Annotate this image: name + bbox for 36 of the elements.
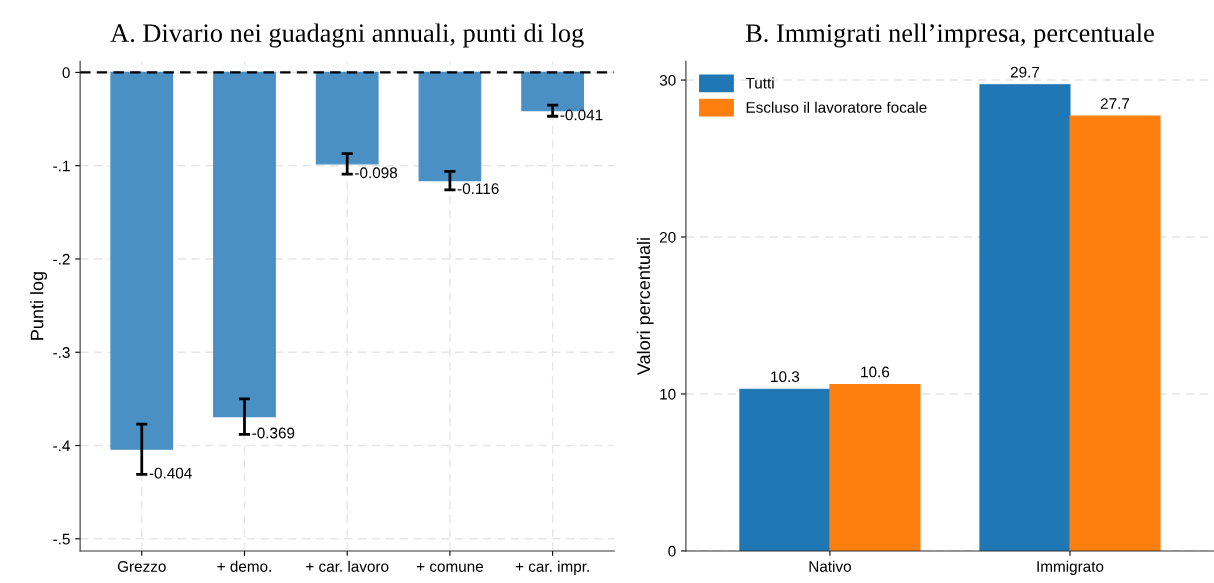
bar: [1069, 115, 1161, 551]
y-tick-label: 30: [659, 74, 676, 86]
bar: [739, 388, 831, 551]
x-tick-label: + demo.: [217, 560, 271, 572]
y-tick-label: 0: [62, 67, 70, 79]
chart-title: A. Divario nei guadagni annuali, punti di log: [110, 23, 584, 48]
y-tick-label: 20: [659, 231, 676, 243]
bar: [979, 84, 1071, 551]
x-tick-label: Grezzo: [117, 561, 166, 572]
data-label: -0.404: [149, 467, 192, 479]
legend-label: Tutti: [745, 77, 774, 89]
data-label: -0.098: [355, 167, 398, 179]
y-tick-label: 0: [668, 545, 676, 557]
x-tick-label: Nativo: [809, 560, 851, 572]
y-tick-label: -.2: [53, 253, 70, 265]
data-label: -0.041: [560, 109, 603, 121]
y-axis-title: Valori percentuali: [636, 238, 654, 376]
x-tick-label: + car. lavoro: [306, 560, 389, 572]
data-label: 10.3: [771, 371, 800, 383]
x-tick-label: + car. impr.: [515, 560, 589, 575]
x-tick-label: + comune: [416, 562, 484, 572]
data-label: -0.116: [457, 183, 499, 195]
x-tick-label: Immigrato: [1037, 560, 1104, 575]
y-tick-label: -.5: [53, 533, 70, 545]
y-tick-label: -.4: [53, 440, 70, 452]
bar: [829, 384, 921, 551]
legend-label: Escluso il lavoratore focale: [746, 101, 927, 113]
y-axis-title: Punti log: [30, 272, 48, 340]
y-tick-label: -.1: [53, 160, 70, 172]
data-label: 27.7: [1100, 98, 1130, 109]
chart-title: B. Immigrati nell’impresa, percentuale: [745, 23, 1154, 48]
data-label: -0.369: [252, 427, 295, 439]
data-label: 29.7: [1010, 66, 1040, 78]
y-tick-label: -.3: [53, 347, 70, 358]
data-label: 10.6: [861, 366, 890, 378]
y-tick-label: 10: [660, 388, 676, 400]
